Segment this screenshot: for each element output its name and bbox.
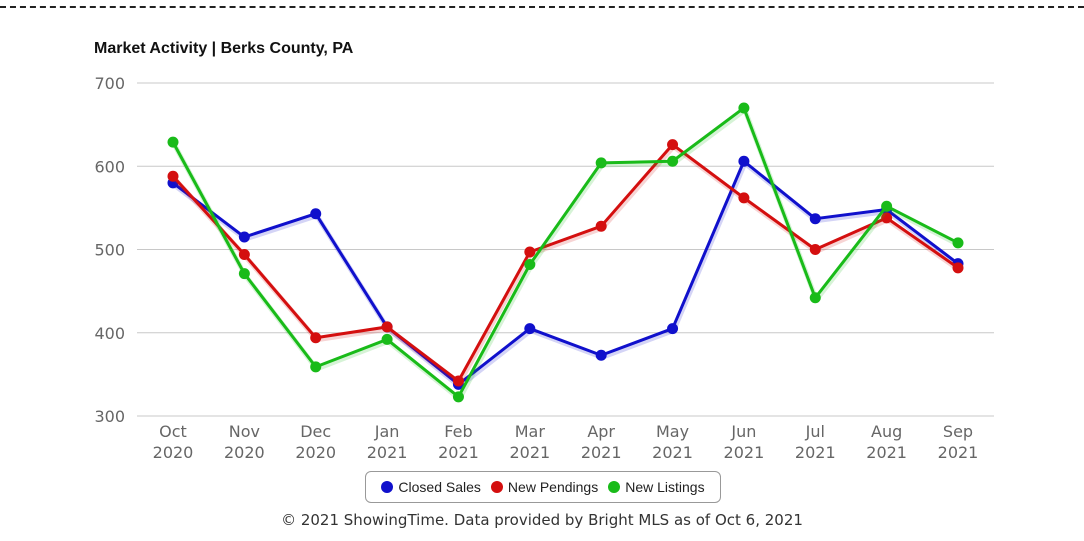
data-point [381,333,393,345]
data-point [667,139,679,151]
data-point [667,155,679,167]
x-tick-label-month: Jul [805,422,825,441]
x-tick-label-month: May [656,422,689,441]
x-tick-label-year: 2021 [581,443,622,462]
data-point [881,200,893,212]
x-tick-label-year: 2020 [153,443,194,462]
x-tick-label-month: Dec [300,422,331,441]
data-point [452,391,464,403]
x-tick-label-month: Jan [374,422,400,441]
data-point [524,323,536,335]
data-point [952,262,964,274]
legend-item-new-pendings[interactable]: New Pendings [490,479,599,495]
x-tick-label-year: 2021 [866,443,907,462]
legend-label-new-listings: New Listings [625,479,705,495]
top-dashed-rule [0,6,1084,8]
data-point [738,102,750,114]
data-point [238,268,250,280]
data-point [238,231,250,243]
data-point [310,332,322,344]
y-tick-label: 700 [94,74,125,93]
data-point [524,258,536,270]
series-line [172,159,959,386]
data-point [809,213,821,225]
data-point [881,212,893,224]
data-point [595,349,607,361]
legend-label-new-pendings: New Pendings [507,479,599,495]
legend-marker-closed-sales [381,481,394,493]
x-tick-label-month: Nov [229,422,260,441]
data-point [167,170,179,182]
y-tick-label: 600 [94,157,125,176]
chart-footer: © 2021 ShowingTime. Data provided by Bri… [281,511,803,529]
data-point [452,375,464,387]
data-point [809,292,821,304]
data-point [952,237,964,249]
x-tick-label-year: 2021 [509,443,550,462]
x-tick-label-month: Feb [444,422,472,441]
x-tick-label-month: Oct [159,422,187,441]
data-point [667,323,679,335]
x-tick-label-year: 2021 [367,443,408,462]
x-tick-label-year: 2021 [438,443,479,462]
data-point [738,192,750,204]
series-line-shadow [172,160,961,389]
series-line [171,106,959,399]
data-point [381,321,393,333]
data-point [310,208,322,220]
x-tick-label-year: 2021 [724,443,765,462]
x-tick-label-year: 2020 [295,443,336,462]
data-point [310,361,322,373]
legend-item-new-listings[interactable]: New Listings [608,479,705,495]
chart-legend: Closed Sales New Pendings New Listings [365,471,721,503]
x-tick-label-year: 2021 [652,443,693,462]
x-tick-label-month: Sep [943,422,973,441]
x-tick-label-month: Aug [871,422,902,441]
legend-marker-new-listings [608,481,621,493]
y-tick-label: 300 [94,407,125,426]
chart-title: Market Activity | Berks County, PA [94,40,354,57]
x-tick-label-year: 2020 [224,443,265,462]
y-tick-label: 500 [94,241,125,260]
x-tick-label-month: Mar [515,422,546,441]
x-tick-label-year: 2021 [795,443,836,462]
x-tick-label-month: Apr [587,422,615,441]
x-tick-label-month: Jun [730,422,756,441]
data-point [595,220,607,232]
data-point [238,248,250,260]
data-point [524,246,536,258]
series-line [171,143,959,383]
series-line-shadow [171,107,961,402]
y-tick-label: 400 [94,324,125,343]
legend-marker-new-pendings [490,481,503,493]
data-point [167,136,179,148]
data-point [738,155,750,167]
data-point [809,244,821,255]
legend-label-closed-sales: Closed Sales [398,479,481,495]
data-point [595,157,607,169]
x-tick-label-year: 2021 [938,443,979,462]
legend-item-closed-sales[interactable]: Closed Sales [381,479,481,495]
